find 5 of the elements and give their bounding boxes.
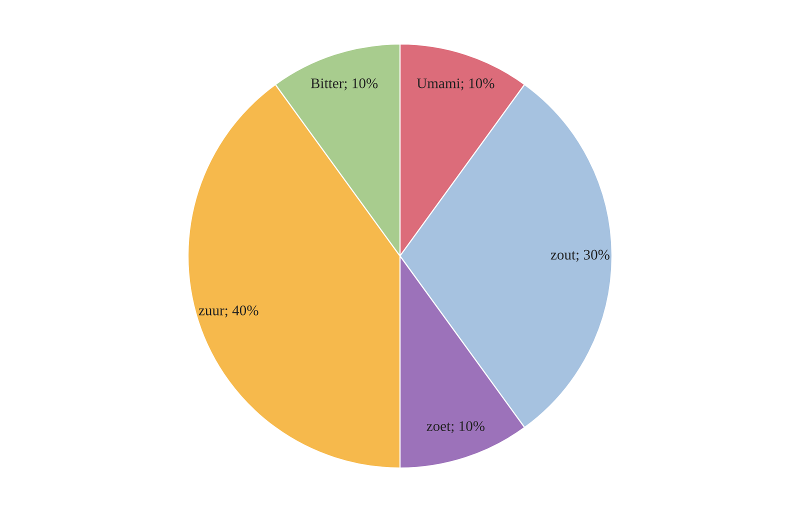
slice-label: Bitter; 10% [310, 78, 378, 90]
slice-label: zuur; 40% [198, 305, 258, 318]
slice-label: Umami; 10% [416, 78, 494, 90]
slice-label: zoet; 10% [426, 421, 485, 434]
slice-label: zout; 30% [550, 250, 610, 262]
